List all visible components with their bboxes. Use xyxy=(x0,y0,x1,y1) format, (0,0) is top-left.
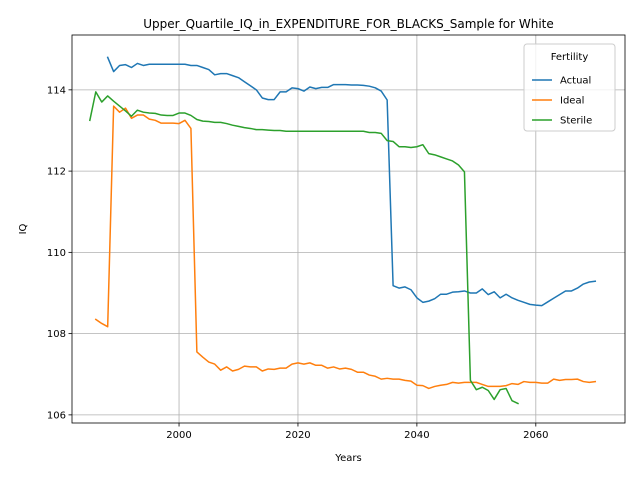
y-tick-label: 110 xyxy=(47,248,66,259)
y-axis-label: IQ xyxy=(18,223,29,234)
y-tick-label: 108 xyxy=(47,329,66,340)
chart-title: Upper_Quartile_IQ_in_EXPENDITURE_FOR_BLA… xyxy=(143,17,554,31)
legend-box xyxy=(523,43,616,132)
y-tick-label: 106 xyxy=(47,410,66,421)
x-tick-label: 2040 xyxy=(404,430,429,441)
series-line-ideal xyxy=(94,105,597,390)
x-tick-label: 2020 xyxy=(285,430,310,441)
series-line-sterile xyxy=(88,91,519,405)
series-line-actual xyxy=(106,56,597,307)
x-tick-label: 2000 xyxy=(166,430,191,441)
series-lines xyxy=(88,56,597,405)
legend-label-sterile: Sterile xyxy=(560,116,592,127)
legend-title: Fertility xyxy=(551,52,589,63)
x-axis-ticks: 2000 2020 2040 2060 xyxy=(166,423,549,441)
y-axis-ticks: 106 108 110 112 114 xyxy=(47,85,72,421)
legend-label-actual: Actual xyxy=(560,76,591,87)
x-tick-label: 2060 xyxy=(523,430,548,441)
x-axis-label: Years xyxy=(334,453,361,464)
legend-label-ideal: Ideal xyxy=(560,96,584,107)
legend-items: Actual Ideal Sterile xyxy=(532,76,592,127)
y-tick-label: 112 xyxy=(47,167,66,178)
plot-area-frame xyxy=(71,34,626,424)
y-tick-label: 114 xyxy=(47,85,66,96)
legend: Fertility Actual Ideal Sterile xyxy=(523,43,616,132)
